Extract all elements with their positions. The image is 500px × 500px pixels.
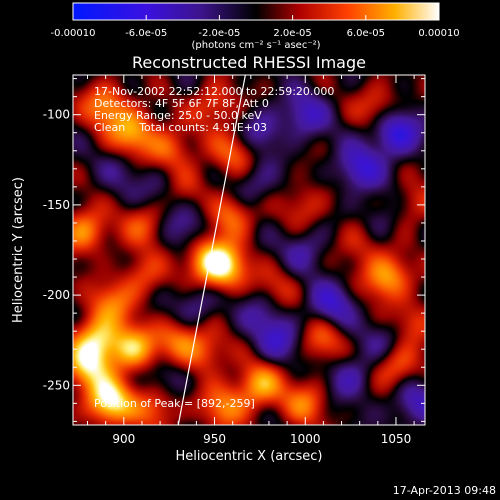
y-tick-label: -100	[43, 108, 70, 122]
x-tick-label: 900	[112, 432, 135, 446]
chart-title: Reconstructed RHESSI Image	[132, 53, 366, 72]
y-tick-label: -250	[43, 378, 70, 392]
colorbar-tick-label: 0.00010	[418, 28, 459, 39]
x-tick-labels: 900 950 1000 1050	[112, 432, 411, 446]
x-tick-label: 950	[203, 432, 226, 446]
colorbar-tick-label: 2.0e-05	[273, 28, 311, 39]
annotation-clean-counts: Clean Total counts: 4.91E+03	[94, 121, 267, 134]
axis-ticks	[73, 75, 425, 425]
annotation-time-range: 17-Nov-2002 22:52:12.000 to 22:59:20.000	[94, 85, 334, 98]
annotations: 17-Nov-2002 22:52:12.000 to 22:59:20.000…	[94, 85, 334, 410]
colorbar-ticks	[72, 15, 440, 20]
x-tick-label: 1050	[381, 432, 412, 446]
colorbar-tick-labels: -0.00010 -6.0e-05 -2.0e-05 2.0e-05 6.0e-05 0.…	[51, 28, 460, 39]
colorbar-unit-label: (photons cm⁻² s⁻¹ asec⁻²)	[191, 40, 320, 51]
annotation-energy-range: Energy Range: 25.0 - 50.0 keV	[94, 109, 262, 122]
timestamp: 17-Apr-2013 09:48	[393, 484, 496, 497]
annotation-detectors: Detectors: 4F 5F 6F 7F 8F, Att 0	[94, 97, 269, 110]
annotation-peak-position: Position of Peak = [892,-259]	[94, 397, 255, 410]
colorbar: -0.00010 -6.0e-05 -2.0e-05 2.0e-05 6.0e-05 0.…	[51, 2, 460, 51]
y-tick-label: -200	[43, 288, 70, 302]
y-axis-label: Heliocentric Y (arcsec)	[11, 177, 26, 323]
x-axis-label: Heliocentric X (arcsec)	[176, 449, 323, 464]
colorbar-tick-label: -2.0e-05	[198, 28, 240, 39]
plot-frame	[72, 74, 426, 426]
x-tick-label: 1000	[290, 432, 321, 446]
y-tick-labels: -100 -150 -200 -250	[43, 108, 70, 393]
solar-limb-line	[177, 75, 246, 425]
colorbar-tick-label: -6.0e-05	[125, 28, 167, 39]
heatmap-image	[73, 75, 425, 425]
plot-area	[72, 74, 426, 426]
colorbar-tick-label: 6.0e-05	[347, 28, 385, 39]
y-tick-label: -150	[43, 198, 70, 212]
colorbar-tick-label: -0.00010	[51, 28, 96, 39]
colorbar-gradient	[72, 2, 440, 21]
